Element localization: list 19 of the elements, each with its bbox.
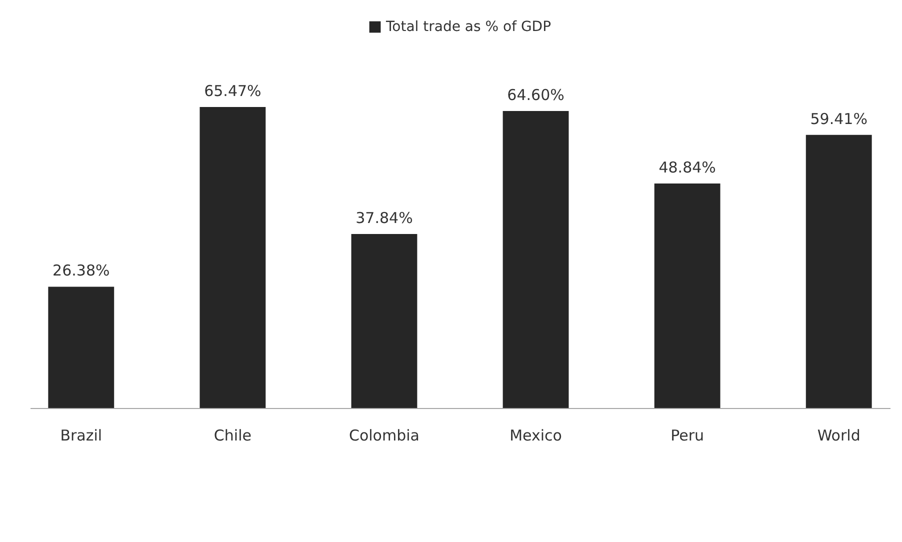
x-tick-label: Peru xyxy=(670,426,704,444)
data-label: 37.84% xyxy=(356,209,413,228)
bar xyxy=(502,111,569,408)
data-label: 59.41% xyxy=(810,110,868,128)
x-tick-label: Chile xyxy=(214,426,252,444)
data-label: 64.60% xyxy=(507,86,564,104)
x-tick-label: Mexico xyxy=(510,426,562,444)
x-tick-label: Brazil xyxy=(60,426,102,444)
bar xyxy=(654,183,720,408)
x-tick-label: World xyxy=(817,426,860,444)
data-label: 26.38% xyxy=(52,262,110,280)
legend-label: Total trade as % of GDP xyxy=(385,19,552,35)
bar xyxy=(200,107,266,408)
x-tick-label: Colombia xyxy=(348,426,420,444)
bar xyxy=(48,286,114,408)
bar xyxy=(351,234,418,408)
data-label: 48.84% xyxy=(658,158,716,176)
bar xyxy=(806,134,872,408)
data-label: 65.47% xyxy=(204,82,262,100)
